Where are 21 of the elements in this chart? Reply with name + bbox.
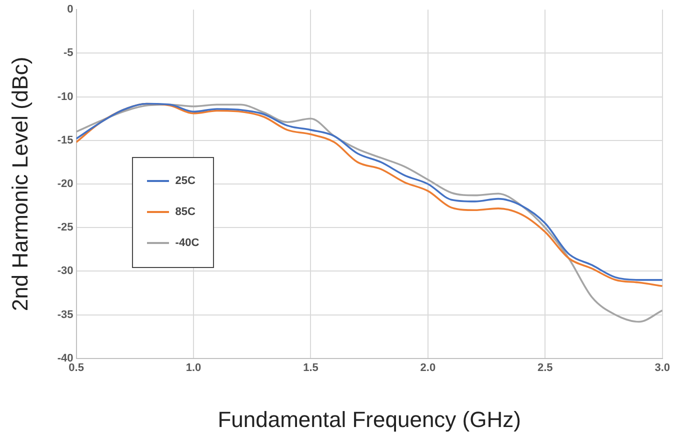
y-tick-label: -30 xyxy=(57,265,74,278)
y-tick-label: -5 xyxy=(64,47,74,60)
y-tick-label: -35 xyxy=(57,308,74,321)
y-tick-label: -10 xyxy=(57,90,74,103)
line-series xyxy=(76,104,662,323)
x-tick-label: 2.5 xyxy=(537,362,553,374)
y-tick-label: -25 xyxy=(57,222,74,234)
x-axis-title: Fundamental Frequency (GHz) xyxy=(218,406,521,432)
y-axis-title: 2nd Harmonic Level (dBc) xyxy=(7,56,32,312)
x-tick-label: 1.5 xyxy=(303,362,318,374)
x-tick-label: 0.5 xyxy=(68,362,84,374)
y-tick-label: 0 xyxy=(67,4,74,16)
x-tick-label: 3.0 xyxy=(654,362,670,374)
x-tick-label: 2.0 xyxy=(420,362,436,374)
y-tick-label: -40 xyxy=(57,352,74,364)
y-tick-label: -20 xyxy=(57,178,74,190)
legend-label: 85C xyxy=(175,206,196,218)
x-tick-label: 1.0 xyxy=(186,362,202,374)
legend-label: 25C xyxy=(175,175,196,187)
y-tick-label: -15 xyxy=(57,134,74,146)
legend-label: -40C xyxy=(175,237,200,249)
